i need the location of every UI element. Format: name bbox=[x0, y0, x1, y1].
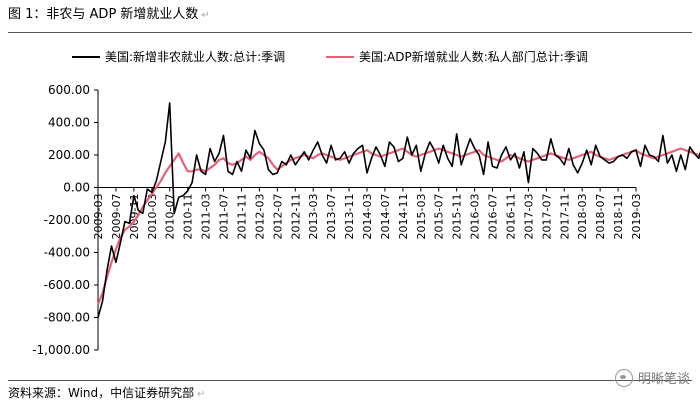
x-tick-label: 2014-07 bbox=[379, 194, 392, 240]
watermark-text: 明晰笔谈 bbox=[637, 372, 690, 387]
source-note: 资料来源：Wind，中信证券研究部 ↵ bbox=[8, 385, 206, 403]
series-line-adp bbox=[96, 147, 700, 305]
paragraph-mark-icon: ↵ bbox=[197, 389, 206, 400]
bottom-rule bbox=[8, 380, 692, 381]
x-tick-label: 2012-07 bbox=[271, 194, 284, 240]
legend-swatch-nonfarm bbox=[72, 55, 100, 58]
y-tick-label: -800.00 bbox=[44, 311, 90, 325]
x-tick-label: 2009-11 bbox=[128, 194, 141, 240]
x-axis: 2009-03 2009-07 2009-11 2010-03 2010-07 2010-… bbox=[92, 187, 643, 240]
x-tick-label: 2016-03 bbox=[469, 193, 482, 239]
series-line-nonfarm bbox=[97, 102, 700, 318]
x-tick-label: 2013-03 bbox=[307, 194, 320, 240]
y-tick-label: -400.00 bbox=[44, 246, 90, 260]
paragraph-mark-icon: ↵ bbox=[201, 10, 210, 21]
x-tick-label: 2018-03 bbox=[576, 194, 589, 240]
figure-title: 图 1：非农与 ADP 新增就业人数 ↵ bbox=[8, 6, 210, 25]
x-tick-label: 2018-11 bbox=[612, 194, 625, 240]
x-tick-label: 2017-03 bbox=[522, 194, 535, 240]
y-tick-label: 600.00 bbox=[48, 83, 90, 97]
x-tick-label: 2015-03 bbox=[415, 194, 428, 240]
x-tick-label: 2013-11 bbox=[343, 194, 356, 240]
x-tick-label: 2016-07 bbox=[487, 194, 500, 240]
legend-swatch-adp bbox=[326, 55, 354, 58]
x-tick-label: 2018-07 bbox=[594, 194, 607, 240]
x-tick-label: 2017-11 bbox=[558, 194, 571, 240]
figure-title-text: 图 1：非农与 ADP 新增就业人数 bbox=[8, 7, 199, 22]
y-tick-label: -1,000.00 bbox=[32, 343, 90, 357]
x-tick-label: 2011-07 bbox=[218, 193, 231, 239]
x-tick-label: 2015-07 bbox=[433, 194, 446, 240]
x-tick-label: 2010-03 bbox=[146, 194, 159, 240]
x-tick-label: 2013-07 bbox=[325, 194, 338, 240]
x-tick-label: 2011-11 bbox=[235, 194, 248, 240]
y-tick-label: 400.00 bbox=[48, 116, 90, 130]
line-chart: 600.00 400.00 200.00 0.00 -200.00 -400.00 -600… bbox=[32, 83, 700, 357]
legend-label-adp: 美国:ADP新增就业人数:私人部门总计:季调 bbox=[359, 50, 588, 64]
top-rule bbox=[8, 32, 692, 33]
wechat-icon bbox=[614, 368, 633, 387]
x-tick-label: 2010-07 bbox=[164, 194, 177, 240]
y-tick-label: 0.00 bbox=[63, 181, 90, 195]
watermark: 明晰笔谈 bbox=[614, 368, 690, 387]
y-axis: 600.00 400.00 200.00 0.00 -200.00 -400.00 -600… bbox=[32, 83, 99, 357]
legend-label-nonfarm: 美国:新增非农就业人数:总计:季调 bbox=[105, 50, 286, 64]
x-tick-label: 2014-03 bbox=[361, 194, 374, 240]
legend-item-adp: 美国:ADP新增就业人数:私人部门总计:季调 bbox=[326, 48, 588, 65]
x-tick-label: 2016-11 bbox=[504, 194, 517, 240]
y-tick-label: 200.00 bbox=[48, 148, 90, 162]
x-tick-label: 2009-03 bbox=[92, 194, 105, 240]
x-tick-label: 2009-07 bbox=[110, 194, 123, 240]
x-tick-label: 2012-03 bbox=[253, 194, 266, 240]
x-tick-label: 2011-03 bbox=[200, 194, 213, 240]
source-text: 资料来源：Wind，中信证券研究部 bbox=[8, 386, 195, 400]
x-tick-label: 2019-03 bbox=[630, 194, 643, 240]
x-tick-label: 2017-07 bbox=[540, 194, 553, 240]
y-tick-label: -600.00 bbox=[44, 278, 90, 292]
chart-legend: 美国:新增非农就业人数:总计:季调 美国:ADP新增就业人数:私人部门总计:季调 bbox=[0, 48, 700, 68]
legend-item-nonfarm: 美国:新增非农就业人数:总计:季调 bbox=[72, 48, 285, 65]
x-tick-label: 2010-11 bbox=[182, 194, 195, 240]
series-layer bbox=[96, 102, 700, 318]
x-tick-label: 2014-11 bbox=[397, 194, 410, 240]
x-tick-label: 2015-11 bbox=[451, 194, 464, 240]
y-tick-label: -200.00 bbox=[44, 213, 90, 227]
x-tick-label: 2012-11 bbox=[289, 194, 302, 240]
